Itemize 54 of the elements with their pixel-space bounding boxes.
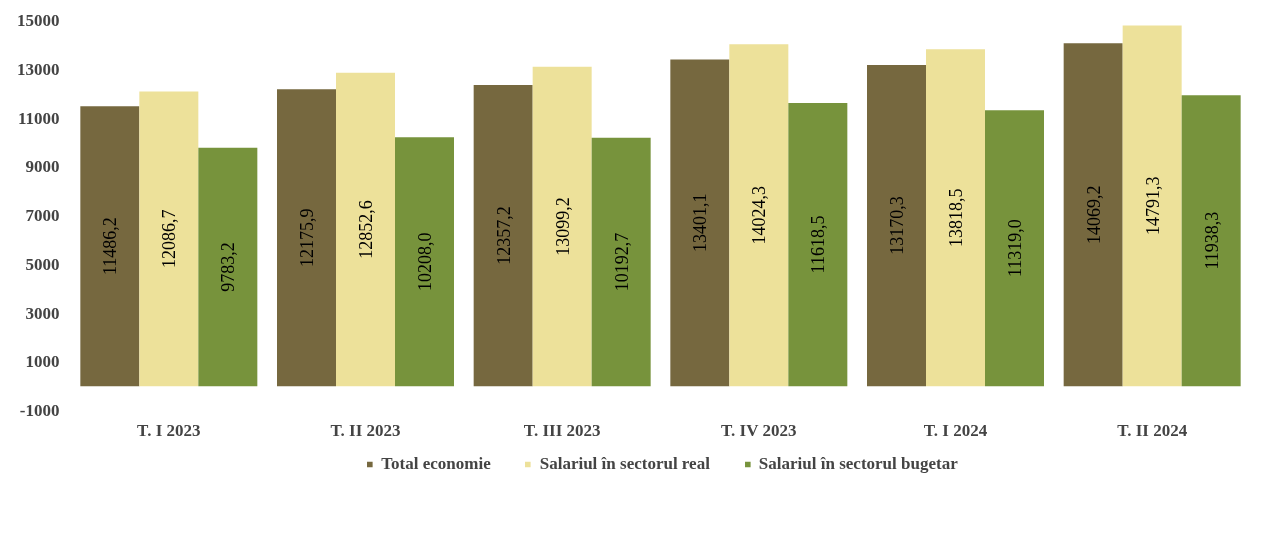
y-tick-label: 1000 xyxy=(25,352,60,372)
bar xyxy=(1122,25,1182,387)
data-label: 13818,5 xyxy=(946,188,966,247)
x-tick-label: T. III 2023 xyxy=(523,420,601,440)
x-tick-label: T. I 2023 xyxy=(137,420,201,440)
data-label: 11618,5 xyxy=(808,215,829,274)
data-label: 11319,0 xyxy=(1005,219,1025,278)
data-label: 14069,2 xyxy=(1083,185,1104,244)
data-label: 12852,6 xyxy=(356,200,376,259)
bar xyxy=(926,49,985,387)
y-tick-label: 15000 xyxy=(17,11,60,30)
legend-label: Total economie xyxy=(381,454,491,474)
data-label: 13401,1 xyxy=(690,193,711,253)
bar xyxy=(198,147,258,387)
x-tick-label: T. II 2024 xyxy=(1117,420,1188,440)
bar xyxy=(473,84,533,387)
y-tick-label: 3000 xyxy=(25,303,60,323)
data-label: 11486,2 xyxy=(100,217,121,276)
bar xyxy=(277,89,336,387)
data-label: 10192,7 xyxy=(611,232,632,292)
legend-label: Salariul în sectorul bugetar xyxy=(758,454,958,474)
bar xyxy=(395,137,454,387)
data-label: 12175,9 xyxy=(297,208,317,267)
x-tick-label: T. I 2024 xyxy=(923,420,988,440)
data-label: 14791,3 xyxy=(1142,176,1163,236)
y-tick-label: 7000 xyxy=(25,206,60,225)
data-label: 14024,3 xyxy=(749,185,770,245)
data-label: 10208,0 xyxy=(415,232,435,291)
y-tick-label: 13000 xyxy=(17,59,60,79)
data-label: 11938,3 xyxy=(1201,211,1222,270)
data-label: 12357,2 xyxy=(493,206,514,265)
bar xyxy=(1063,43,1123,387)
bar xyxy=(867,65,926,387)
legend-label: Salariul în sectorul real xyxy=(539,454,710,474)
x-tick-label: T. II 2023 xyxy=(330,420,401,440)
bar xyxy=(80,106,140,387)
bar xyxy=(1181,95,1241,387)
bar xyxy=(139,91,199,387)
bar xyxy=(788,102,848,387)
bar xyxy=(729,44,789,387)
bar xyxy=(985,110,1044,387)
data-label: 12086,7 xyxy=(159,209,180,269)
data-label: 9783,2 xyxy=(218,242,239,292)
y-tick-label: 11000 xyxy=(17,108,60,128)
data-label: 13099,2 xyxy=(552,197,573,256)
y-tick-label: 5000 xyxy=(25,254,60,274)
data-label: 13170,3 xyxy=(887,196,907,255)
bar xyxy=(532,66,592,387)
bar xyxy=(336,72,395,387)
bar xyxy=(670,59,730,387)
y-tick-label: 9000 xyxy=(25,157,60,177)
bar xyxy=(591,137,651,387)
y-tick-label: -1000 xyxy=(19,401,60,420)
x-tick-label: T. IV 2023 xyxy=(720,420,797,440)
